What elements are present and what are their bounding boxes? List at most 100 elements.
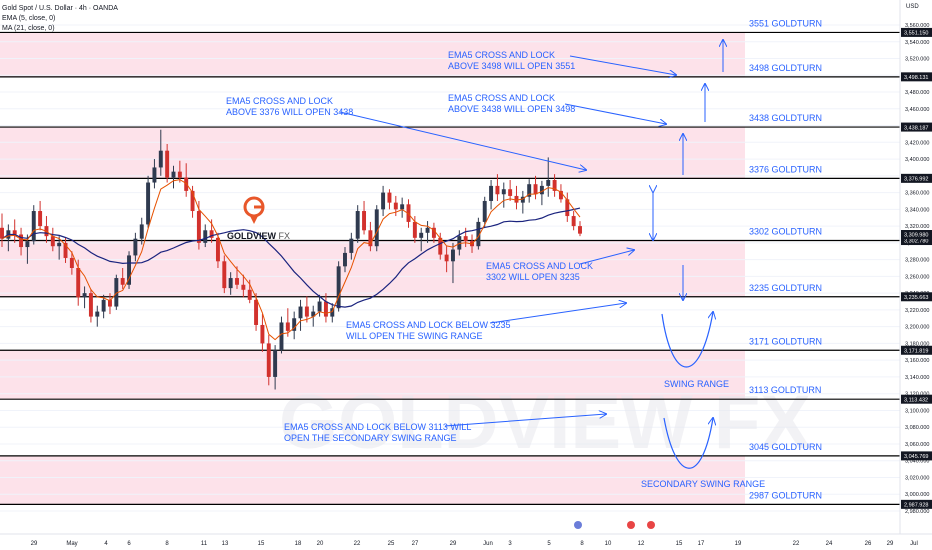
annotation-5: EMA5 CROSS AND LOCK BELOW 3113 WILL OPEN … xyxy=(284,422,471,443)
price-tick-26: 3,040.000 xyxy=(905,459,929,465)
time-tick-20: 15 xyxy=(676,541,683,547)
time-tick-2: 4 xyxy=(104,541,108,547)
price-tick-1: 3,540.000 xyxy=(905,40,929,46)
candle-body-36 xyxy=(228,278,233,289)
level-label-6: 3171 GOLDTURN xyxy=(749,336,822,346)
ema-5-line xyxy=(1,179,581,341)
candle-body-82 xyxy=(520,196,525,203)
candle-body-14 xyxy=(88,293,93,317)
annotation-3: EMA5 CROSS AND LOCK 3302 WILL OPEN 3235 xyxy=(486,261,593,282)
candle-body-31 xyxy=(196,211,201,243)
zone-3 xyxy=(0,350,745,400)
price-tick-5: 3,460.000 xyxy=(905,107,929,113)
price-tag-10 xyxy=(901,229,932,239)
candle-body-2 xyxy=(12,230,17,235)
candle-body-91 xyxy=(578,226,582,234)
annotation-7: SECONDARY SWING RANGE xyxy=(641,479,765,489)
candle-body-19 xyxy=(120,278,125,285)
candle-body-86 xyxy=(546,180,551,186)
arrow-3438 xyxy=(339,111,586,170)
time-tick-12: 27 xyxy=(412,541,419,547)
price-tick-22: 3,120.000 xyxy=(905,392,929,398)
candle-body-75 xyxy=(476,221,481,247)
candle-body-69 xyxy=(438,237,443,255)
level-label-5: 3235 GOLDTURN xyxy=(749,283,822,293)
zone-0 xyxy=(0,32,745,77)
candle-body-51 xyxy=(323,301,328,317)
candle-body-42 xyxy=(266,343,271,377)
price-axis: 3,560.0003,540.0003,520.0003,500.0003,48… xyxy=(899,0,932,550)
candle-body-54 xyxy=(343,252,347,267)
price-tag-text-1: 3,498.131 xyxy=(904,75,928,81)
annotation-1: EMA5 CROSS AND LOCK ABOVE 3438 WILL OPEN … xyxy=(448,93,575,114)
ema-legend: EMA (5, close, 0) xyxy=(2,15,56,22)
candle-body-21 xyxy=(133,238,138,256)
candle-body-24 xyxy=(152,167,157,183)
price-tag-0 xyxy=(901,27,932,37)
candle-body-81 xyxy=(514,195,519,203)
arrow-3551 xyxy=(569,55,676,75)
candle-body-73 xyxy=(463,236,468,242)
event-marker-icon-2[interactable] xyxy=(647,521,655,529)
chart-title: Gold Spot / U.S. Dollar · 4h · OANDA xyxy=(2,5,118,12)
ma-legend: MA (21, close, 0) xyxy=(2,25,55,32)
zone-2 xyxy=(0,240,745,297)
level-label-1: 3498 GOLDTURN xyxy=(749,63,822,73)
price-tick-15: 3,260.000 xyxy=(905,274,929,280)
candle-body-53 xyxy=(336,266,341,309)
candle-body-68 xyxy=(431,227,436,238)
candle-body-57 xyxy=(362,211,367,231)
annotation-0: EMA5 CROSS AND LOCK ABOVE 3498 WILL OPEN … xyxy=(448,50,575,71)
candle-body-47 xyxy=(298,306,303,319)
price-tick-20: 3,160.000 xyxy=(905,358,929,364)
candle-body-71 xyxy=(450,249,455,262)
price-tick-23: 3,100.000 xyxy=(905,408,929,414)
candle-body-41 xyxy=(260,324,265,344)
time-tick-18: 10 xyxy=(605,541,612,547)
price-tag-text-8: 3,045.769 xyxy=(904,454,928,460)
candle-body-55 xyxy=(349,238,354,253)
price-tick-27: 3,020.000 xyxy=(905,475,929,481)
swing-curve xyxy=(661,312,713,368)
time-tick-19: 12 xyxy=(638,541,645,547)
level-label-9: 2987 GOLDTURN xyxy=(749,490,822,500)
time-tick-9: 20 xyxy=(317,541,324,547)
candle-body-11 xyxy=(69,257,74,268)
goldview-logo: GOLDVIEW FX xyxy=(227,196,290,241)
candle-body-33 xyxy=(209,230,214,238)
candle-body-50 xyxy=(317,301,322,312)
secondary-swing-curve xyxy=(663,418,713,469)
event-marker-icon-0[interactable] xyxy=(574,521,582,529)
candle-body-28 xyxy=(177,171,182,178)
event-marker-icon-1[interactable] xyxy=(627,521,635,529)
candle-body-30 xyxy=(190,190,195,212)
candle-body-77 xyxy=(489,185,494,201)
price-tick-11: 3,340.000 xyxy=(905,207,929,213)
candle-body-49 xyxy=(311,311,316,317)
arrow-3235 xyxy=(579,250,634,265)
candle-body-66 xyxy=(419,232,424,238)
time-tick-17: 8 xyxy=(580,541,584,547)
price-tick-4: 3,480.000 xyxy=(905,90,929,96)
price-tag-9 xyxy=(901,499,932,509)
price-tick-21: 3,140.000 xyxy=(905,375,929,381)
zone-4 xyxy=(0,455,745,505)
zone-1 xyxy=(0,127,745,179)
price-tick-14: 3,280.000 xyxy=(905,258,929,264)
time-tick-22: 19 xyxy=(735,541,742,547)
price-tag-text-9: 2,987.928 xyxy=(904,503,928,509)
currency-label: USD xyxy=(906,4,919,10)
time-axis: 29 May 4 6 8 11 13 15 18 20 22 25 27 29 Jun 3 5 8 10 12 15 17… xyxy=(0,521,932,547)
candle-body-9 xyxy=(57,242,62,247)
price-tag-6 xyxy=(901,345,932,355)
candle-body-17 xyxy=(108,299,112,307)
candle-body-56 xyxy=(355,211,360,239)
arrow-secondary xyxy=(444,414,606,427)
time-tick-8: 18 xyxy=(295,541,302,547)
candle-body-72 xyxy=(457,236,462,250)
candle-body-6 xyxy=(38,211,43,227)
annotation-6: SWING RANGE xyxy=(664,379,729,389)
time-tick-11: 25 xyxy=(388,541,395,547)
candle-body-44 xyxy=(279,322,284,351)
